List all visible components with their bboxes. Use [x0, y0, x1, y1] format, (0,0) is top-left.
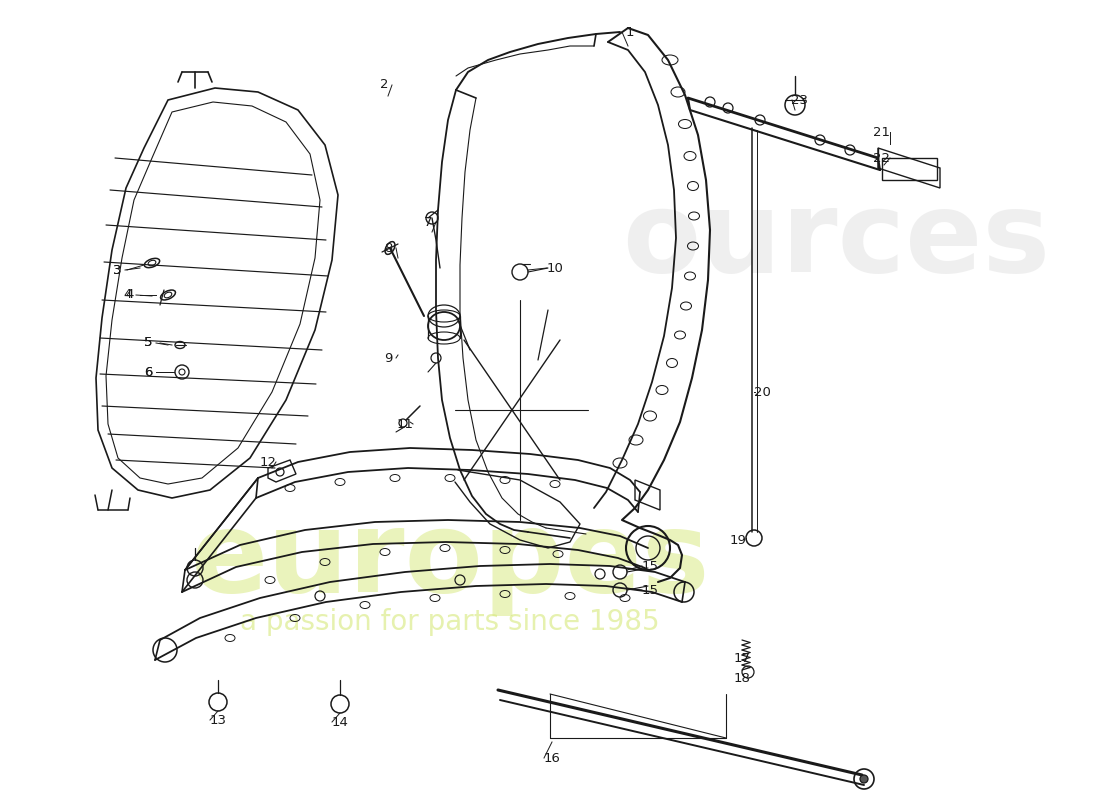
Text: 6: 6 — [144, 366, 152, 378]
Text: 17: 17 — [734, 651, 750, 665]
Text: 9: 9 — [384, 351, 393, 365]
Text: 6: 6 — [144, 366, 152, 378]
Text: 10: 10 — [547, 262, 563, 274]
Text: 19: 19 — [729, 534, 747, 546]
Text: 5: 5 — [144, 337, 152, 350]
Text: 7: 7 — [424, 215, 432, 229]
Text: 23: 23 — [792, 94, 808, 106]
Text: 16: 16 — [543, 751, 560, 765]
Text: 3: 3 — [112, 263, 121, 277]
Text: ources: ources — [621, 185, 1050, 295]
Text: 18: 18 — [734, 671, 750, 685]
Text: 4: 4 — [125, 289, 134, 302]
Text: 13: 13 — [209, 714, 227, 726]
Text: 12: 12 — [260, 455, 276, 469]
Text: a passion for parts since 1985: a passion for parts since 1985 — [240, 608, 660, 636]
Text: 15: 15 — [641, 583, 659, 597]
Text: 8: 8 — [384, 242, 393, 254]
Text: 21: 21 — [873, 126, 891, 138]
Circle shape — [860, 775, 868, 783]
Text: 2: 2 — [379, 78, 388, 91]
Text: 22: 22 — [873, 151, 891, 165]
Text: 1: 1 — [626, 26, 635, 38]
Text: 5: 5 — [144, 337, 152, 350]
Text: 20: 20 — [754, 386, 770, 398]
Text: 4: 4 — [124, 289, 132, 302]
Text: 14: 14 — [331, 715, 349, 729]
Text: 15: 15 — [641, 559, 659, 573]
Text: europes: europes — [190, 505, 710, 615]
Text: 11: 11 — [396, 418, 414, 430]
Text: 3: 3 — [112, 263, 121, 277]
